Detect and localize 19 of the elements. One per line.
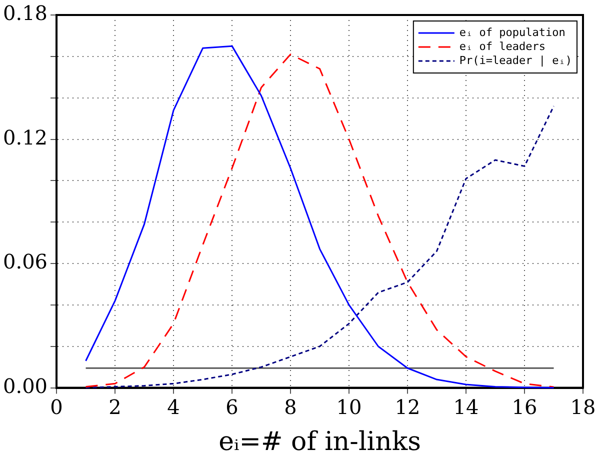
legend-label: eᵢ of population	[459, 26, 566, 39]
line-series	[85, 105, 554, 389]
x-tick-label: 6	[226, 395, 238, 420]
legend-label: eᵢ of leaders	[459, 40, 546, 53]
x-axis-title: eᵢ=# of in-links	[218, 427, 421, 458]
y-tick-label: 0.12	[3, 125, 48, 150]
x-tick-label: 8	[284, 395, 297, 420]
y-tick-label: 0.06	[3, 250, 48, 274]
x-tick-label: 0	[50, 395, 63, 420]
x-tick-label: 18	[570, 395, 596, 420]
x-tick-label: 2	[108, 395, 122, 420]
x-tick-label: 10	[336, 395, 362, 420]
y-tick-label: 0.18	[3, 1, 48, 26]
legend-label: Pr(i=leader | eᵢ)	[459, 54, 572, 67]
x-tick-label: 12	[394, 395, 420, 420]
x-tick-label: 14	[453, 395, 479, 420]
y-tick-label: 0.00	[3, 374, 48, 398]
x-tick-label: 16	[512, 395, 538, 420]
x-tick-label: 4	[167, 395, 180, 420]
